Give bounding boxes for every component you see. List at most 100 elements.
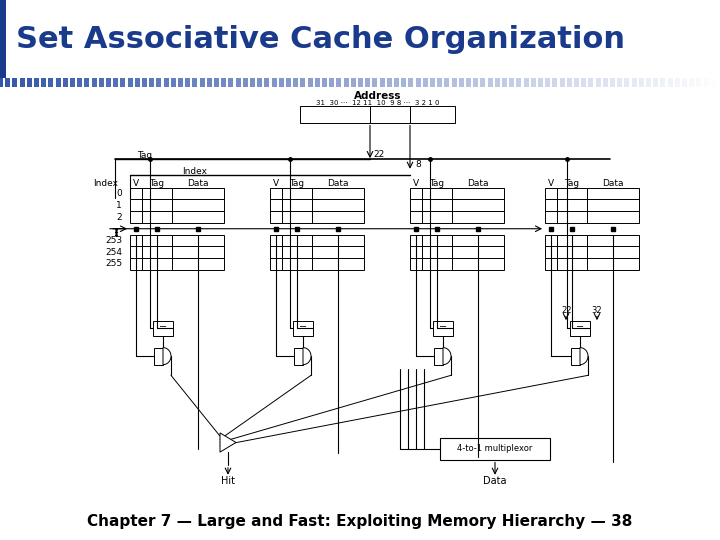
Bar (130, 188, 142, 199)
Bar (172, 199, 224, 211)
Text: 1: 1 (116, 201, 122, 210)
Text: Address: Address (354, 91, 401, 101)
Bar (557, 258, 587, 270)
Bar (172, 246, 224, 258)
Bar (410, 258, 422, 270)
Bar (370, 106, 410, 123)
Bar (557, 246, 587, 258)
Bar (142, 234, 172, 246)
Polygon shape (163, 348, 171, 364)
Bar (422, 188, 452, 199)
Bar (153, 321, 173, 336)
Text: Hit: Hit (221, 476, 235, 486)
Bar (270, 258, 282, 270)
Bar (270, 211, 282, 223)
Text: 4-to-1 multiplexor: 4-to-1 multiplexor (457, 444, 533, 454)
Bar (545, 188, 557, 199)
Bar (422, 246, 452, 258)
Bar (587, 234, 639, 246)
Bar (172, 211, 224, 223)
Bar (130, 211, 142, 223)
Text: Data: Data (467, 179, 489, 188)
Text: 8: 8 (415, 160, 421, 168)
Bar (570, 321, 590, 336)
Text: =: = (576, 323, 584, 333)
Bar (587, 211, 639, 223)
Bar (452, 246, 504, 258)
Bar (545, 211, 557, 223)
Text: Chapter 7 — Large and Fast: Exploiting Memory Hierarchy — 38: Chapter 7 — Large and Fast: Exploiting M… (87, 514, 633, 529)
Text: Set Associative Cache Organization: Set Associative Cache Organization (16, 25, 625, 53)
Bar (410, 211, 422, 223)
Bar (410, 234, 422, 246)
Bar (282, 211, 312, 223)
Text: =: = (439, 323, 447, 333)
Bar (172, 188, 224, 199)
Bar (410, 199, 422, 211)
Text: =: = (299, 323, 307, 333)
Bar (410, 106, 455, 123)
Bar (452, 258, 504, 270)
Text: 0: 0 (116, 189, 122, 198)
Polygon shape (303, 348, 311, 364)
Bar (557, 199, 587, 211)
Bar (142, 211, 172, 223)
Text: 2: 2 (117, 213, 122, 221)
Bar (270, 199, 282, 211)
Bar (282, 258, 312, 270)
Text: Index: Index (93, 179, 118, 188)
Bar (0, 0, 6, 78)
Bar (282, 188, 312, 199)
Bar (587, 246, 639, 258)
Bar (172, 258, 224, 270)
Bar (587, 188, 639, 199)
Text: 254: 254 (105, 248, 122, 256)
Bar (422, 234, 452, 246)
Bar (557, 234, 587, 246)
Polygon shape (580, 348, 588, 364)
Text: Tag: Tag (289, 179, 305, 188)
Bar (142, 188, 172, 199)
Text: Data: Data (483, 476, 507, 486)
Bar (557, 211, 587, 223)
Bar (312, 211, 364, 223)
Bar (312, 199, 364, 211)
Bar (270, 188, 282, 199)
Bar (142, 199, 172, 211)
Bar (130, 246, 142, 258)
Text: 31  30 ···  12 11  10  9 8 ···  3 2 1 0: 31 30 ··· 12 11 10 9 8 ··· 3 2 1 0 (316, 100, 439, 106)
Bar (312, 246, 364, 258)
Polygon shape (443, 348, 451, 364)
Text: V: V (548, 179, 554, 188)
Bar (545, 234, 557, 246)
Bar (312, 258, 364, 270)
Text: Data: Data (187, 179, 209, 188)
Text: Tag: Tag (138, 151, 153, 160)
Bar (422, 211, 452, 223)
Bar (154, 348, 163, 364)
Bar (452, 199, 504, 211)
Text: V: V (133, 179, 139, 188)
Bar (130, 234, 142, 246)
Bar (440, 438, 550, 460)
Text: Data: Data (602, 179, 624, 188)
Bar (282, 246, 312, 258)
Text: Tag: Tag (150, 179, 165, 188)
Bar (270, 246, 282, 258)
Bar (300, 106, 370, 123)
Text: Tag: Tag (564, 179, 580, 188)
Text: V: V (413, 179, 419, 188)
Bar (312, 188, 364, 199)
Text: =: = (159, 323, 167, 333)
Text: V: V (273, 179, 279, 188)
Bar (452, 234, 504, 246)
Bar (545, 199, 557, 211)
Bar (587, 199, 639, 211)
Bar (312, 234, 364, 246)
Bar (422, 258, 452, 270)
Bar (130, 199, 142, 211)
Bar (422, 199, 452, 211)
Bar (282, 199, 312, 211)
Bar (557, 188, 587, 199)
Bar (433, 321, 453, 336)
